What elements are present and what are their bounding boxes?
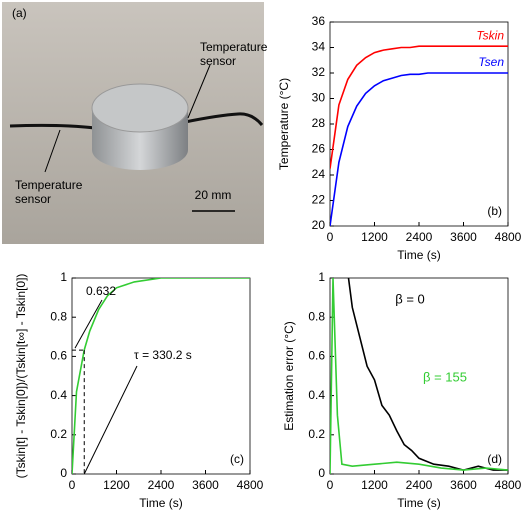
- x-tick-label: 3600: [450, 230, 477, 244]
- x-tick-label: 1200: [361, 230, 388, 244]
- series-label: β = 0: [395, 291, 425, 306]
- x-tick-label: 0: [327, 230, 334, 244]
- x-tick-label: 4800: [495, 230, 522, 244]
- y-tick-label: 22: [312, 193, 326, 207]
- plot-frame: [330, 22, 508, 226]
- plot-frame: [330, 278, 508, 474]
- y-axis-label: Estimation error (°C): [282, 321, 296, 430]
- annotation: 0.632: [86, 284, 116, 298]
- y-tick-label: 1: [60, 270, 67, 284]
- pointer: [84, 366, 137, 474]
- y-tick-label: 1: [318, 270, 325, 284]
- panel-label: (c): [230, 452, 244, 466]
- y-tick-label: 0.4: [308, 388, 325, 402]
- figure: (a) Temperature sensor Temperature senso…: [0, 0, 524, 518]
- x-tick-label: 2400: [148, 478, 175, 492]
- x-axis-label: Time (s): [397, 496, 441, 510]
- panel-label: (b): [487, 204, 502, 218]
- y-axis-label: (Tskin[t] - Tskin[0])/(Tskin[t∞] - Tskin…: [14, 274, 28, 479]
- y-tick-label: 34: [312, 40, 326, 54]
- x-tick-label: 0: [327, 478, 334, 492]
- x-tick-label: 4800: [237, 478, 264, 492]
- data-line: [330, 278, 508, 474]
- y-tick-label: 0.8: [50, 309, 67, 323]
- panel-label: (a): [12, 6, 27, 20]
- x-tick-label: 1200: [361, 478, 388, 492]
- panel-label: (d): [487, 452, 502, 466]
- y-tick-label: 0.8: [308, 309, 325, 323]
- y-tick-label: 32: [312, 65, 326, 79]
- x-tick-label: 3600: [192, 478, 219, 492]
- data-line: [330, 73, 508, 226]
- x-tick-label: 3600: [450, 478, 477, 492]
- y-tick-label: 0: [318, 466, 325, 480]
- x-tick-label: 2400: [406, 230, 433, 244]
- y-tick-label: 26: [312, 142, 326, 156]
- x-axis-label: Time (s): [397, 248, 441, 262]
- y-tick-label: 0.6: [50, 349, 67, 363]
- y-tick-label: 30: [312, 91, 326, 105]
- series-label: β = 155: [423, 369, 467, 384]
- y-tick-label: 24: [312, 167, 326, 181]
- y-axis-label: Temperature (°C): [277, 78, 291, 170]
- y-tick-label: 0.2: [308, 427, 325, 441]
- y-tick-label: 0: [60, 466, 67, 480]
- x-axis-label: Time (s): [139, 496, 183, 510]
- cylinder-top: [92, 84, 188, 132]
- x-tick-label: 0: [69, 478, 76, 492]
- y-tick-label: 0.4: [50, 388, 67, 402]
- photo: (a) Temperature sensor Temperature senso…: [2, 2, 271, 244]
- annotation: τ = 330.2 s: [134, 348, 192, 362]
- x-tick-label: 2400: [406, 478, 433, 492]
- y-tick-label: 36: [312, 14, 326, 28]
- scale-label: 20 mm: [195, 188, 232, 202]
- pointer: [75, 300, 102, 348]
- y-tick-label: 20: [312, 218, 326, 232]
- y-tick-label: 0.2: [50, 427, 67, 441]
- series-label: Tskin: [476, 28, 504, 42]
- x-tick-label: 1200: [103, 478, 130, 492]
- x-tick-label: 4800: [495, 478, 522, 492]
- series-label: Tsen: [478, 55, 504, 69]
- y-tick-label: 0.6: [308, 349, 325, 363]
- y-tick-label: 28: [312, 116, 326, 130]
